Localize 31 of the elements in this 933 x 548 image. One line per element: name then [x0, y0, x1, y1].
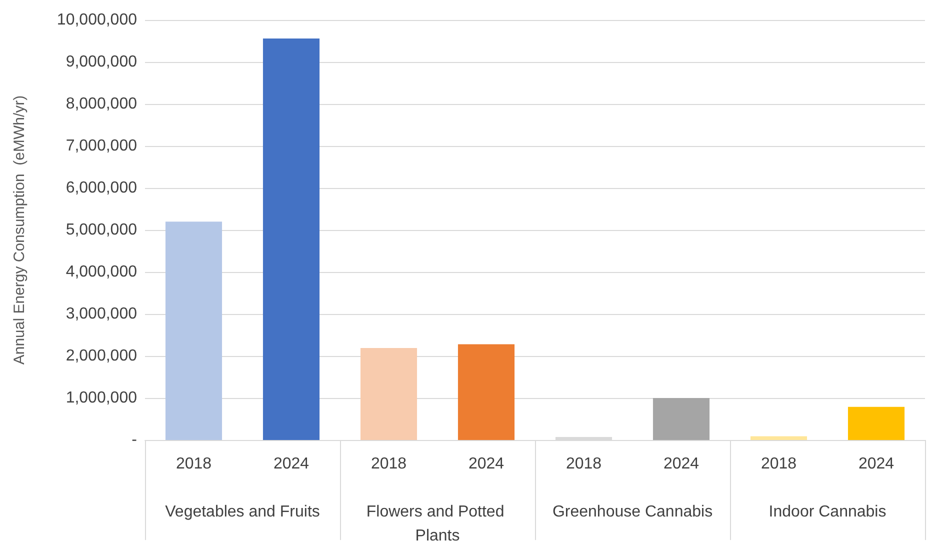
x-tick-label: 2018	[176, 456, 212, 472]
x-tick-label: 2024	[663, 456, 700, 472]
text: Flowers and Potted Plants	[366, 504, 509, 544]
bar	[360, 348, 418, 440]
y-tick-label: 1,000,000	[66, 390, 138, 406]
x-tick-label: 2018	[566, 456, 602, 472]
y-tick-label: 8,000,000	[66, 96, 138, 112]
y-tick-label: 2,000,000	[66, 348, 138, 364]
x-tick-label: 2018	[760, 456, 797, 472]
bar	[165, 222, 222, 440]
x-tick-label: 2024	[468, 456, 504, 472]
x-tick-label: 2024	[273, 456, 310, 472]
y-tick-label: 9,000,000	[66, 54, 138, 70]
x-tick-label: 2024	[858, 456, 894, 472]
y-tick-label: 3,000,000	[66, 306, 138, 322]
bar	[458, 344, 515, 440]
x-tick-label: 2018	[370, 456, 407, 472]
bar	[750, 436, 808, 440]
text: Greenhouse Cannabis	[552, 504, 713, 520]
bar	[848, 406, 905, 440]
text: Indoor Cannabis	[768, 504, 886, 520]
text: Vegetables and Fruits	[165, 504, 320, 520]
y-tick-label: 10,000,000	[56, 12, 138, 28]
y-tick-label: 5,000,000	[66, 222, 138, 238]
y-tick-label: 6,000,000	[66, 180, 138, 196]
y-tick-label: 7,000,000	[66, 138, 138, 154]
bar	[652, 398, 710, 440]
y-axis-title: Annual Energy Consumption (eMWh/yr)	[11, 95, 28, 365]
y-tick-label: 4,000,000	[66, 264, 138, 280]
bar	[262, 38, 320, 440]
y-tick-label: -	[132, 432, 137, 448]
